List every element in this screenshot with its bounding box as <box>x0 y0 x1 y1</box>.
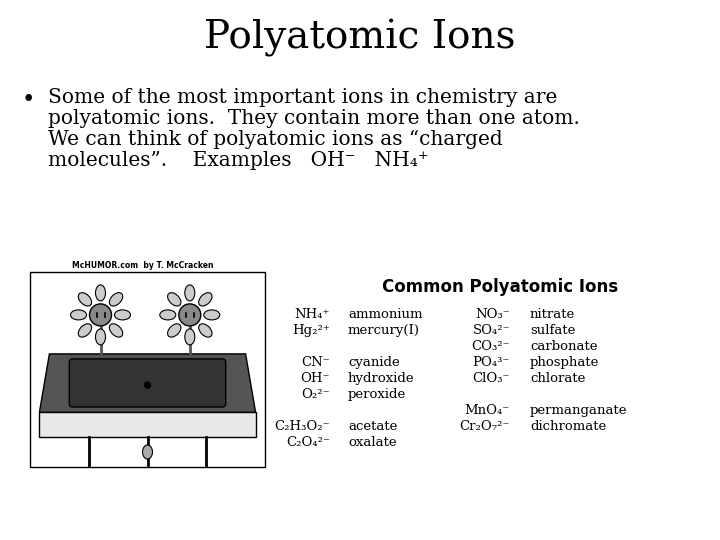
Text: ammonium: ammonium <box>348 308 423 321</box>
Circle shape <box>89 304 112 326</box>
Ellipse shape <box>78 293 91 306</box>
Text: oxalate: oxalate <box>348 436 397 449</box>
Circle shape <box>145 382 150 388</box>
Text: mercury(I): mercury(I) <box>348 324 420 337</box>
Text: Polyatomic Ions: Polyatomic Ions <box>204 19 516 57</box>
Text: Common Polyatomic Ions: Common Polyatomic Ions <box>382 278 618 296</box>
FancyBboxPatch shape <box>30 272 265 467</box>
Ellipse shape <box>185 285 195 301</box>
Text: C₂H₃O₂⁻: C₂H₃O₂⁻ <box>274 420 330 433</box>
Ellipse shape <box>185 329 195 345</box>
Text: CN⁻: CN⁻ <box>301 356 330 369</box>
Ellipse shape <box>109 293 122 306</box>
Text: PO₄³⁻: PO₄³⁻ <box>472 356 510 369</box>
Text: NO₃⁻: NO₃⁻ <box>475 308 510 321</box>
Text: molecules”.    Examples   OH⁻   NH₄⁺: molecules”. Examples OH⁻ NH₄⁺ <box>48 151 428 170</box>
Circle shape <box>179 304 201 326</box>
Text: •: • <box>22 88 35 111</box>
Text: cyanide: cyanide <box>348 356 400 369</box>
FancyBboxPatch shape <box>40 413 256 437</box>
Ellipse shape <box>114 310 130 320</box>
Ellipse shape <box>204 310 220 320</box>
Ellipse shape <box>96 285 106 301</box>
FancyBboxPatch shape <box>69 359 225 407</box>
Text: sulfate: sulfate <box>530 324 575 337</box>
Ellipse shape <box>199 293 212 306</box>
Text: Some of the most important ions in chemistry are: Some of the most important ions in chemi… <box>48 88 557 107</box>
Text: MnO₄⁻: MnO₄⁻ <box>464 404 510 417</box>
Text: NH₄⁺: NH₄⁺ <box>294 308 330 321</box>
Text: OH⁻: OH⁻ <box>300 372 330 385</box>
Text: We can think of polyatomic ions as “charged: We can think of polyatomic ions as “char… <box>48 130 503 149</box>
Text: phosphate: phosphate <box>530 356 599 369</box>
Text: nitrate: nitrate <box>530 308 575 321</box>
Text: CO₃²⁻: CO₃²⁻ <box>472 340 510 353</box>
Text: Cr₂O₇²⁻: Cr₂O₇²⁻ <box>459 420 510 433</box>
Text: hydroxide: hydroxide <box>348 372 415 385</box>
Text: Hg₂²⁺: Hg₂²⁺ <box>292 324 330 337</box>
Text: carbonate: carbonate <box>530 340 598 353</box>
Text: McHUMOR.com  by T. McCracken: McHUMOR.com by T. McCracken <box>72 261 214 270</box>
Ellipse shape <box>168 293 181 306</box>
Text: SO₄²⁻: SO₄²⁻ <box>472 324 510 337</box>
Ellipse shape <box>71 310 86 320</box>
Text: polyatomic ions.  They contain more than one atom.: polyatomic ions. They contain more than … <box>48 109 580 128</box>
Text: peroxide: peroxide <box>348 388 406 401</box>
Polygon shape <box>40 354 256 413</box>
Ellipse shape <box>109 324 122 337</box>
Text: acetate: acetate <box>348 420 397 433</box>
Text: permanganate: permanganate <box>530 404 628 417</box>
Ellipse shape <box>96 329 106 345</box>
Text: ClO₃⁻: ClO₃⁻ <box>472 372 510 385</box>
Text: O₂²⁻: O₂²⁻ <box>302 388 330 401</box>
Ellipse shape <box>199 324 212 337</box>
Text: dichromate: dichromate <box>530 420 606 433</box>
Ellipse shape <box>78 324 91 337</box>
Ellipse shape <box>143 445 153 459</box>
Ellipse shape <box>160 310 176 320</box>
Ellipse shape <box>168 324 181 337</box>
Text: C₂O₄²⁻: C₂O₄²⁻ <box>286 436 330 449</box>
Text: chlorate: chlorate <box>530 372 585 385</box>
